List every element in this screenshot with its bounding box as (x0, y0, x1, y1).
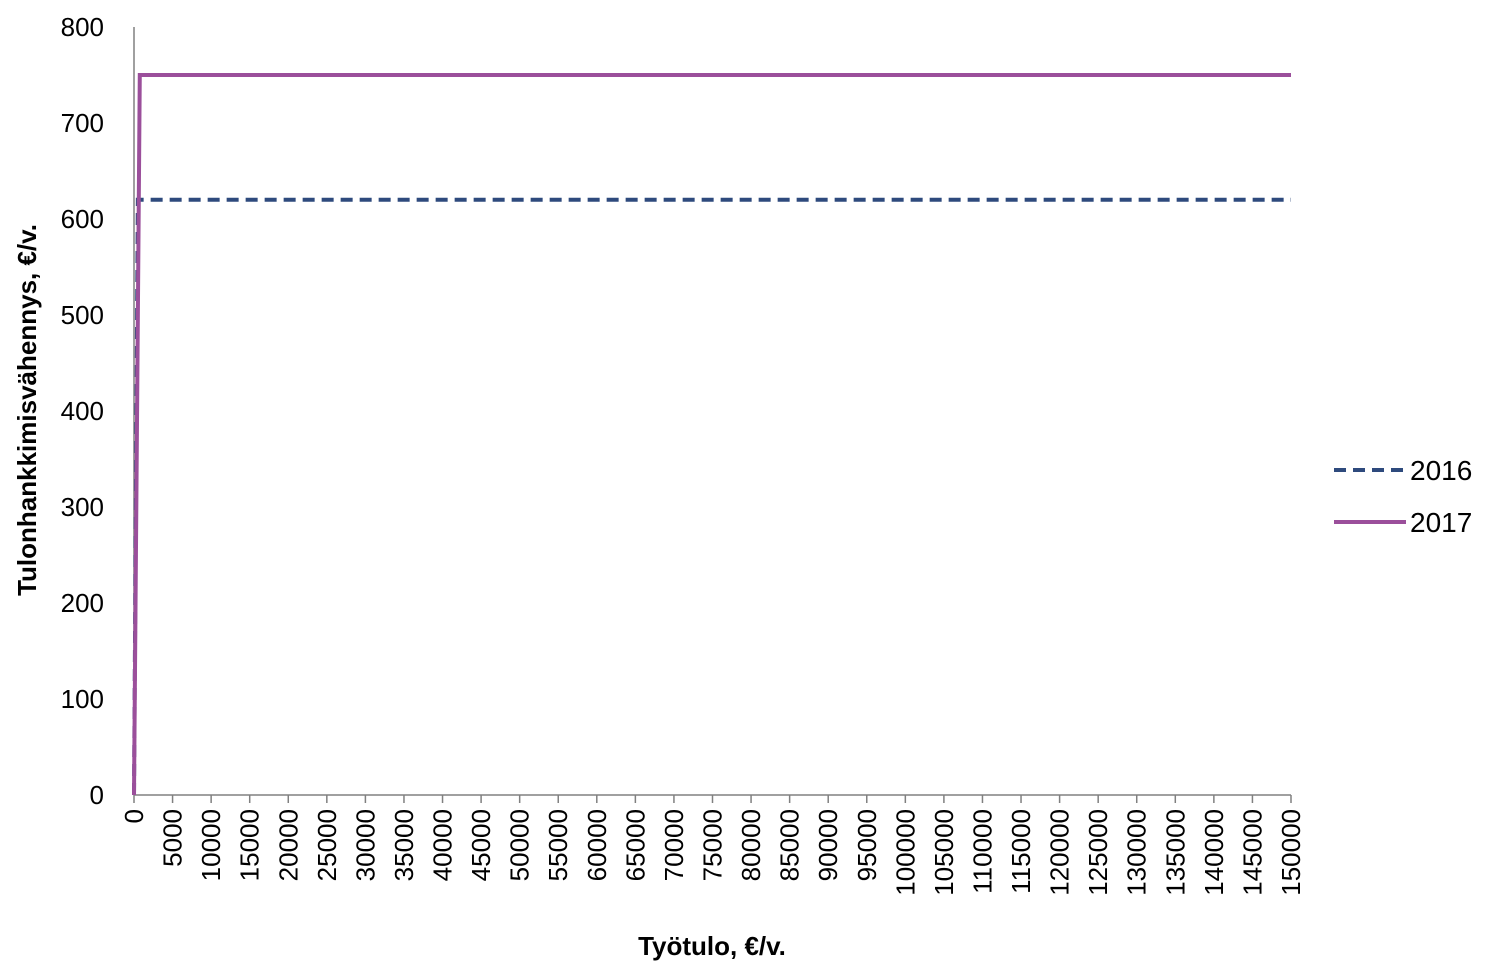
x-tick-label: 10000 (196, 809, 226, 881)
x-tick-label: 120000 (1045, 809, 1075, 896)
x-tick-label: 80000 (736, 809, 766, 881)
y-tick-label: 500 (61, 300, 104, 330)
y-tick-label: 400 (61, 396, 104, 426)
series-line-2016 (132, 197, 1291, 796)
x-tick-label: 115000 (1006, 809, 1036, 894)
x-axis: 0 5000 10000 15000 20000 25000 30000 35000 40000… (119, 794, 1306, 896)
x-axis-title: Työtulo, €/v. (638, 931, 786, 961)
legend-label-2016: 2016 (1410, 455, 1472, 486)
x-tick-label: 100000 (890, 809, 920, 896)
x-tick-label: 125000 (1083, 809, 1113, 896)
y-tick-label: 800 (61, 12, 104, 42)
series-layer (132, 73, 1291, 796)
y-tick-label: 100 (61, 684, 104, 714)
x-tick-label: 90000 (813, 809, 843, 881)
x-tick-label: 130000 (1122, 809, 1152, 896)
x-tick-label: 30000 (350, 809, 380, 881)
y-tick-label: 600 (61, 204, 104, 234)
x-tick-label: 135000 (1160, 809, 1190, 896)
x-tick-label: 60000 (582, 809, 612, 881)
x-tick-label: 50000 (505, 809, 535, 881)
x-tick-label: 65000 (620, 809, 650, 881)
x-tick-label: 110000 (967, 809, 997, 894)
y-axis: 0 100 200 300 400 500 600 700 800 (61, 12, 135, 810)
y-axis-title: Tulonhankkimisvähennys, €/v. (12, 224, 42, 596)
x-tick-label: 95000 (852, 809, 882, 881)
x-tick-label: 35000 (389, 809, 419, 881)
y-tick-label: 700 (61, 108, 104, 138)
series-line-2017 (132, 73, 1291, 796)
x-tick-label: 145000 (1237, 809, 1267, 896)
legend: 2016 2017 (1334, 455, 1472, 538)
x-tick-label: 55000 (543, 809, 573, 881)
x-tick-label: 40000 (428, 809, 458, 881)
x-tick-label: 140000 (1199, 809, 1229, 896)
y-tick-label: 200 (61, 588, 104, 618)
x-tick-label: 70000 (659, 809, 689, 881)
x-tick-label: 150000 (1276, 809, 1306, 896)
y-tick-label: 0 (90, 780, 104, 810)
x-tick-label: 25000 (312, 809, 342, 881)
x-tick-label: 15000 (235, 809, 265, 881)
x-tick-label: 85000 (775, 809, 805, 881)
x-tick-label: 0 (119, 809, 149, 823)
x-tick-label: 45000 (466, 809, 496, 881)
legend-label-2017: 2017 (1410, 507, 1472, 538)
x-tick-label: 5000 (158, 809, 188, 867)
y-tick-label: 300 (61, 492, 104, 522)
x-tick-label: 105000 (929, 809, 959, 896)
x-tick-label: 75000 (698, 809, 728, 881)
x-tick-label: 20000 (273, 809, 303, 881)
